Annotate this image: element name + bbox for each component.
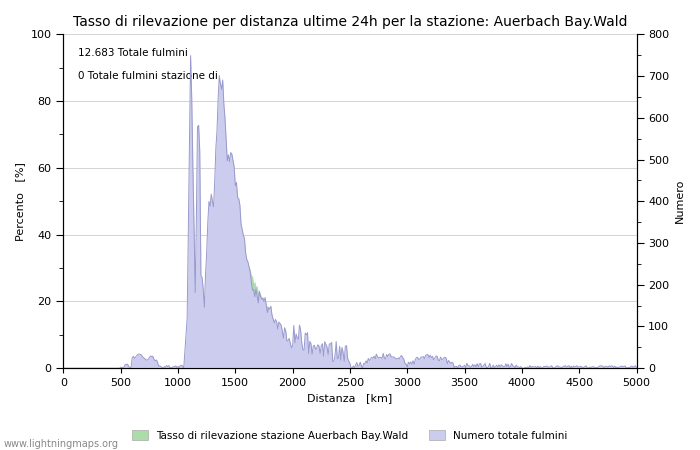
Text: 12.683 Totale fulmini: 12.683 Totale fulmini [78, 48, 188, 58]
Y-axis label: Percento   [%]: Percento [%] [15, 162, 25, 241]
X-axis label: Distanza   [km]: Distanza [km] [307, 393, 393, 404]
Text: www.lightningmaps.org: www.lightningmaps.org [4, 439, 118, 449]
Text: 0 Totale fulmini stazione di: 0 Totale fulmini stazione di [78, 71, 218, 81]
Title: Tasso di rilevazione per distanza ultime 24h per la stazione: Auerbach Bay.Wald: Tasso di rilevazione per distanza ultime… [73, 15, 627, 29]
Legend: Tasso di rilevazione stazione Auerbach Bay.Wald, Numero totale fulmini: Tasso di rilevazione stazione Auerbach B… [128, 426, 572, 445]
Y-axis label: Numero: Numero [675, 179, 685, 224]
